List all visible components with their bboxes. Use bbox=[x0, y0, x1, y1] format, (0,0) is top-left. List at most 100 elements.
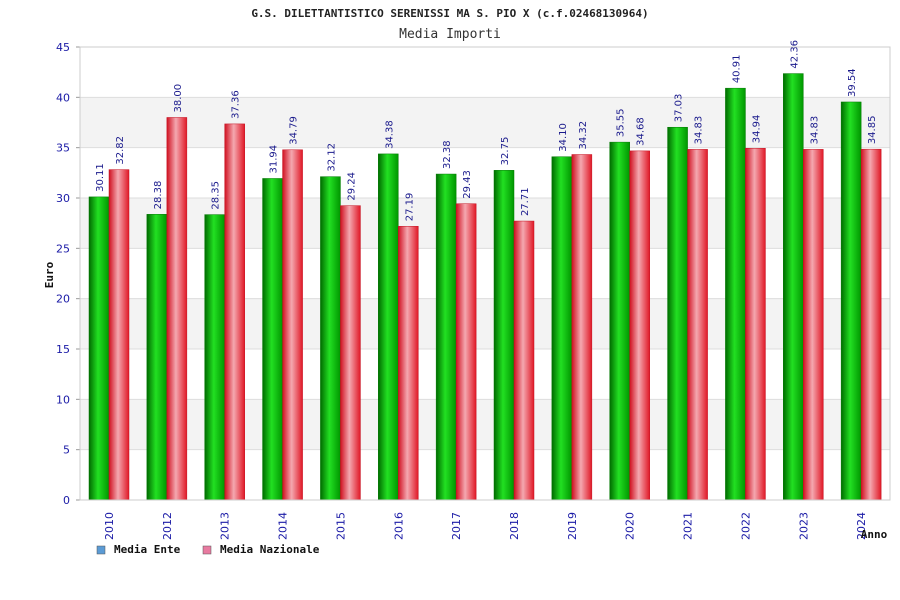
y-tick-label: 15 bbox=[56, 343, 70, 356]
data-label-media-ente-2019: 34.10 bbox=[558, 123, 569, 152]
data-label-media-ente-2024: 39.54 bbox=[847, 68, 858, 97]
data-label-media-nazionale-2014: 34.79 bbox=[289, 116, 300, 145]
data-label-media-ente-2010: 30.11 bbox=[95, 163, 106, 192]
x-tick-label: 2016 bbox=[392, 512, 405, 540]
data-label-media-ente-2016: 34.38 bbox=[384, 120, 395, 149]
bar-media-nazionale-2023 bbox=[803, 149, 824, 501]
legend-label-media-nazionale: Media Nazionale bbox=[220, 543, 320, 556]
bar-series: 30.11 32.82 28.38 38.00 28.35 37.36 31.94 34.79… bbox=[88, 40, 882, 501]
bar-media-nazionale-2012 bbox=[166, 117, 188, 501]
data-label-media-nazionale-2013: 37.36 bbox=[231, 90, 242, 119]
grid-band bbox=[80, 399, 890, 450]
x-tick-label: 2017 bbox=[450, 512, 463, 540]
y-tick-label: 35 bbox=[56, 142, 70, 155]
bar-media-ente-2013 bbox=[204, 214, 225, 501]
data-label-media-ente-2020: 35.55 bbox=[616, 108, 627, 137]
y-tick-label: 40 bbox=[56, 91, 70, 104]
bar-media-nazionale-2013 bbox=[224, 123, 245, 501]
bar-media-ente-2024 bbox=[840, 101, 862, 501]
y-tick-label: 25 bbox=[56, 242, 70, 255]
grid-band bbox=[80, 248, 890, 299]
bar-media-nazionale-2015 bbox=[340, 205, 361, 501]
bar-media-ente-2019 bbox=[551, 156, 573, 501]
bar-media-nazionale-2022 bbox=[745, 148, 766, 501]
plot-frame bbox=[79, 46, 891, 501]
data-label-media-nazionale-2022: 34.94 bbox=[751, 115, 762, 144]
x-tick-label: 2020 bbox=[624, 512, 637, 540]
bar-media-ente-2020 bbox=[609, 141, 630, 501]
x-tick-label: 2022 bbox=[739, 512, 752, 540]
data-label-media-ente-2021: 37.03 bbox=[674, 94, 685, 123]
data-label-media-nazionale-2020: 34.68 bbox=[636, 117, 647, 146]
y-tick-label: 5 bbox=[63, 444, 70, 457]
x-tick-label: 2019 bbox=[566, 512, 579, 540]
legend-swatch-media-ente bbox=[96, 545, 106, 555]
data-label-media-ente-2014: 31.94 bbox=[269, 145, 280, 174]
data-label-media-nazionale-2019: 34.32 bbox=[578, 121, 589, 150]
bar-media-ente-2018 bbox=[493, 170, 515, 501]
bar-media-ente-2017 bbox=[435, 173, 457, 501]
bar-media-nazionale-2016 bbox=[398, 226, 419, 501]
x-tick-label: 2014 bbox=[277, 512, 290, 540]
chart-subtitle: Media Importi bbox=[399, 27, 501, 42]
y-tick-label: 45 bbox=[56, 41, 70, 54]
data-label-media-nazionale-2015: 29.24 bbox=[346, 172, 357, 201]
y-tick-label: 0 bbox=[63, 494, 70, 507]
bar-media-ente-2012 bbox=[146, 214, 168, 501]
bar-media-nazionale-2019 bbox=[571, 154, 593, 501]
y-axis-label: Euro bbox=[43, 261, 56, 288]
x-tick-label: 2013 bbox=[219, 512, 232, 540]
bar-media-nazionale-2014 bbox=[282, 149, 303, 501]
data-label-media-nazionale-2017: 29.43 bbox=[462, 170, 473, 199]
data-label-media-ente-2015: 32.12 bbox=[326, 143, 337, 172]
x-axis-ticks: 2010 2012 2013 2014 2015 2016 2017 2018 2019 2020… bbox=[103, 512, 868, 540]
data-label-media-nazionale-2021: 34.83 bbox=[694, 116, 705, 145]
bar-media-ente-2023 bbox=[783, 73, 804, 501]
y-tick-label: 20 bbox=[56, 293, 70, 306]
data-label-media-nazionale-2023: 34.83 bbox=[809, 116, 820, 145]
x-tick-label: 2010 bbox=[103, 512, 116, 540]
x-tick-label: 2021 bbox=[682, 512, 695, 540]
bar-media-nazionale-2017 bbox=[455, 203, 477, 501]
legend-swatch-media-nazionale bbox=[202, 545, 212, 555]
data-label-media-nazionale-2012: 38.00 bbox=[173, 84, 184, 113]
bar-media-ente-2022 bbox=[725, 87, 746, 501]
bar-media-nazionale-2020 bbox=[629, 150, 650, 501]
data-label-media-nazionale-2016: 27.19 bbox=[404, 193, 415, 222]
y-tick-label: 30 bbox=[56, 192, 70, 205]
bar-media-ente-2021 bbox=[667, 126, 688, 501]
x-tick-label: 2015 bbox=[334, 512, 347, 540]
chart-title: G.S. DILETTANTISTICO SERENISSI MA S. PIO… bbox=[251, 7, 648, 20]
legend-label-media-ente: Media Ente bbox=[114, 543, 181, 556]
grid-band bbox=[80, 349, 890, 400]
bar-media-nazionale-2021 bbox=[687, 149, 708, 501]
data-label-media-ente-2013: 28.35 bbox=[211, 181, 222, 210]
plot-background bbox=[80, 47, 890, 500]
data-label-media-ente-2023: 42.36 bbox=[789, 40, 800, 69]
x-tick-label: 2024 bbox=[855, 512, 868, 540]
bar-media-ente-2016 bbox=[378, 153, 399, 501]
data-label-media-nazionale-2024: 34.85 bbox=[867, 116, 878, 145]
y-axis-ticks: 0 5 10 15 20 25 30 35 40 45 bbox=[56, 41, 80, 507]
data-label-media-ente-2012: 28.38 bbox=[153, 181, 164, 210]
bar-media-nazionale-2010 bbox=[108, 169, 130, 501]
x-tick-label: 2018 bbox=[508, 512, 521, 540]
x-axis-label: Anno bbox=[861, 528, 888, 541]
grid-band bbox=[80, 198, 890, 249]
grid-band bbox=[80, 147, 890, 198]
data-label-media-ente-2018: 32.75 bbox=[500, 137, 511, 166]
bar-media-ente-2014 bbox=[262, 178, 283, 501]
grid-band bbox=[80, 47, 890, 98]
data-label-media-ente-2022: 40.91 bbox=[731, 55, 742, 84]
bar-media-nazionale-2018 bbox=[513, 220, 535, 501]
grid-band bbox=[80, 97, 890, 148]
grid-band bbox=[80, 298, 890, 349]
y-tick-label: 10 bbox=[56, 393, 70, 406]
grid-band bbox=[80, 449, 890, 500]
legend: Media Ente Media Nazionale bbox=[96, 543, 320, 556]
bar-media-ente-2010 bbox=[88, 196, 110, 501]
data-label-media-nazionale-2018: 27.71 bbox=[520, 187, 531, 216]
bar-media-nazionale-2024 bbox=[860, 148, 882, 501]
bar-media-ente-2015 bbox=[320, 176, 341, 501]
